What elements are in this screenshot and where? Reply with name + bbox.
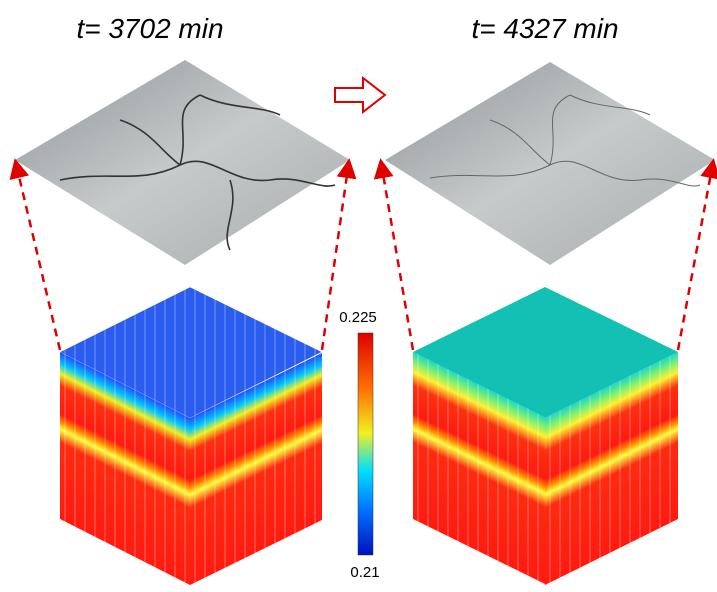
colorbar-min: 0.21 [350,564,379,581]
arrow [334,75,387,115]
crack-photo [15,60,350,265]
colorbar [357,332,374,556]
panel-title: t= 4327 min [471,13,618,44]
cube [59,286,323,586]
cube [413,287,678,585]
panel-title: t= 3702 min [76,13,223,44]
crack-photo [385,62,715,265]
dashed-arrow [9,158,717,351]
colorbar-max: 0.225 [339,309,377,326]
